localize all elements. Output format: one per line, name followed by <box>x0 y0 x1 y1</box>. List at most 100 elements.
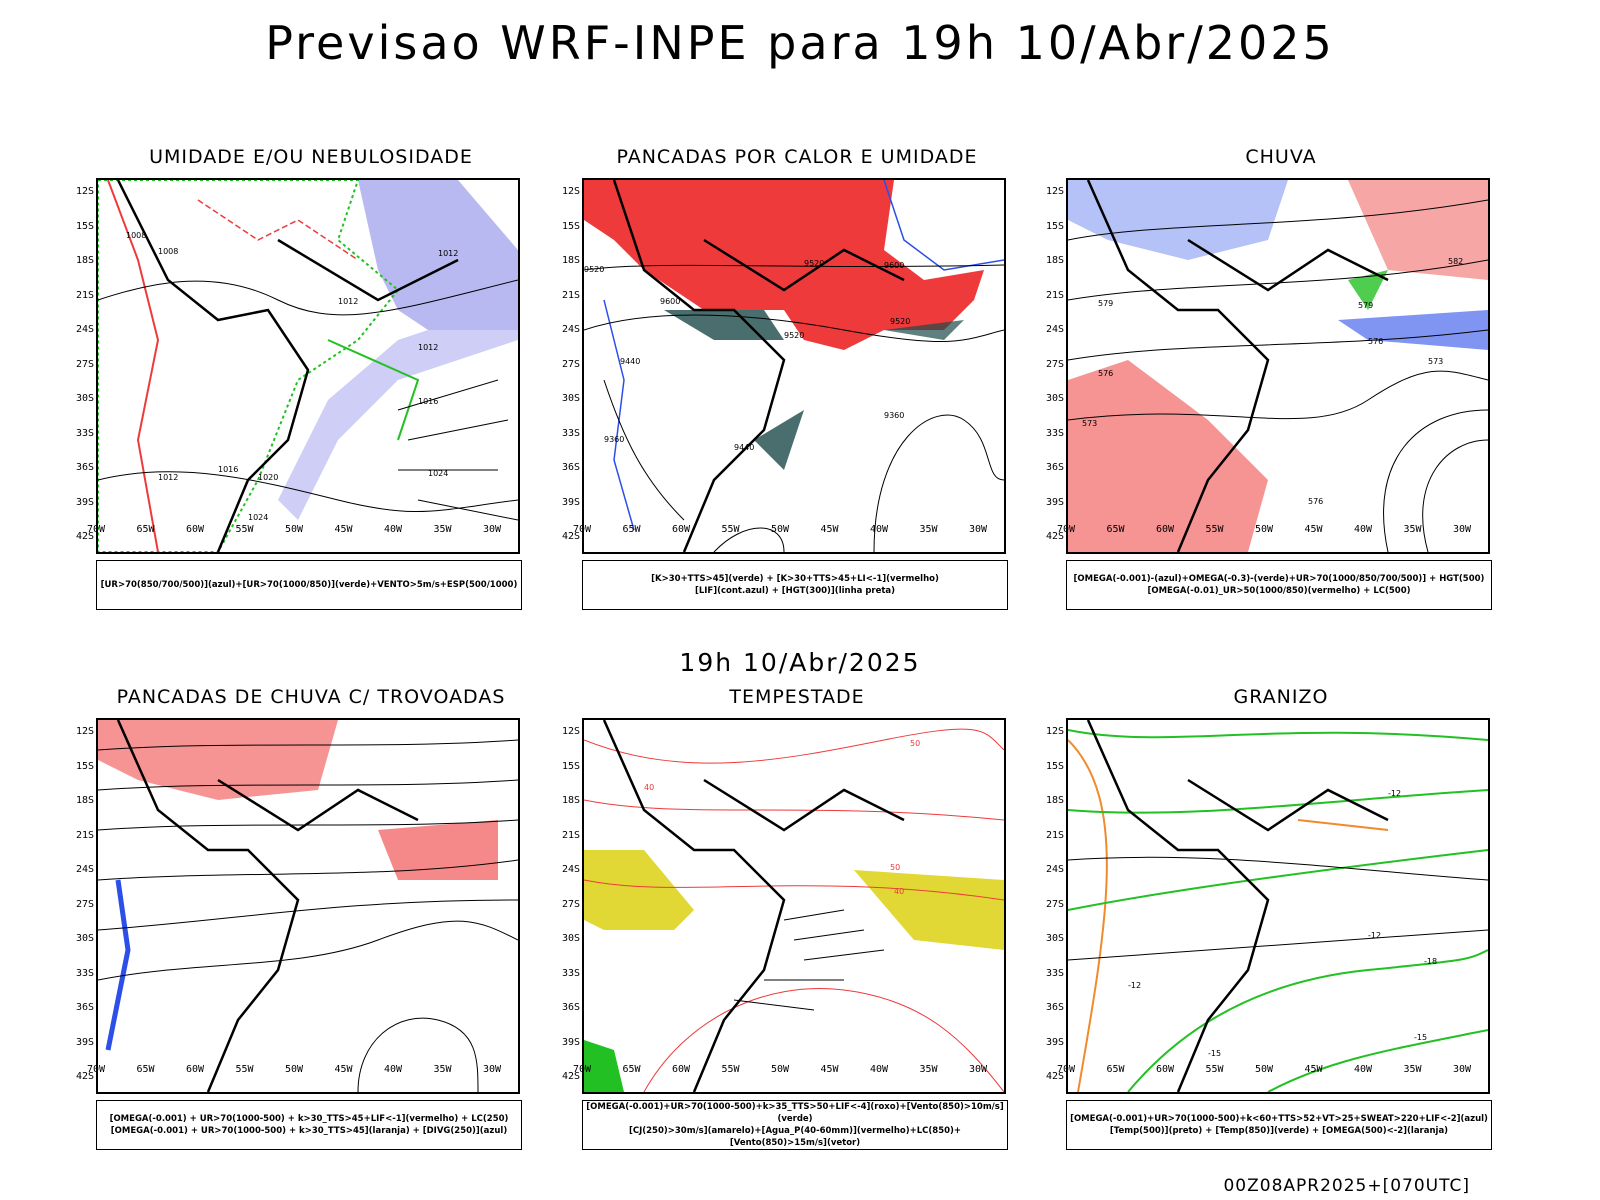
lat-tick-label: 42S <box>75 531 94 542</box>
lat-tick-label: 24S <box>75 864 94 875</box>
lat-tick-label: 12S <box>75 726 94 737</box>
lat-tick-label: 21S <box>75 829 94 841</box>
lon-tick-label: 65W <box>1106 524 1125 535</box>
legend-line: [OMEGA(-0.01)_UR>50(1000/850)(vermelho) … <box>1147 586 1411 596</box>
lat-tick-label: 27S <box>75 898 94 910</box>
lon-tick-label: 45W <box>1304 524 1323 535</box>
panel-legend: [OMEGA(-0.001)+UR>70(1000-500)+k<60+TTS>… <box>1066 1100 1492 1150</box>
lat-tick-label: 30S <box>1045 933 1064 944</box>
lon-tick-label: 65W <box>136 1064 155 1075</box>
contour-label: -12 <box>1388 789 1401 798</box>
contour-label: 576 <box>1308 497 1323 506</box>
panel-title: UMIDADE E/OU NEBULOSIDADE <box>149 146 473 168</box>
legend-line: [CJ(250)>30m/s](amarelo)+[Agua_P(40-60mm… <box>628 1126 962 1148</box>
lat-tick-label: 39S <box>561 1036 580 1048</box>
lon-tick-label: 30W <box>968 524 988 535</box>
lat-tick-label: 18S <box>561 255 580 266</box>
lon-tick-label: 30W <box>482 1064 502 1075</box>
lat-tick-label: 27S <box>1045 898 1064 910</box>
lat-tick-label: 42S <box>1045 531 1064 542</box>
run-timestamp: 00Z08APR2025+[070UTC] <box>1223 1176 1470 1196</box>
lon-tick-label: 35W <box>919 524 938 535</box>
lat-tick-label: 18S <box>75 795 94 806</box>
lon-tick-label: 40W <box>1353 524 1373 535</box>
lon-tick-label: 30W <box>1452 524 1472 535</box>
lat-tick-label: 39S <box>1045 1036 1064 1048</box>
lon-tick-label: 35W <box>1403 1064 1422 1075</box>
lon-tick-label: 65W <box>622 1064 641 1075</box>
contour-label: 1012 <box>338 297 358 306</box>
contour-label: 40 <box>644 783 654 792</box>
lat-tick-label: 42S <box>75 1071 94 1082</box>
legend-line: [OMEGA(-0.001)-(azul)+OMEGA(-0.3)-(verde… <box>1073 574 1485 584</box>
lon-tick-label: 50W <box>770 524 790 535</box>
contour-label: 1024 <box>428 469 448 478</box>
contour-label: 576 <box>1098 369 1113 378</box>
legend-line: [OMEGA(-0.001)+UR>70(1000-500)+k>35_TTS>… <box>586 1102 1004 1124</box>
legend-line: [OMEGA(-0.001)+UR>70(1000-500)+k<60+TTS>… <box>1070 1114 1488 1124</box>
contour-label: 9600 <box>884 261 904 270</box>
lat-tick-label: 15S <box>561 220 580 232</box>
contour-label: -12 <box>1368 931 1381 940</box>
lat-tick-label: 12S <box>1045 726 1064 737</box>
lon-tick-label: 45W <box>820 1064 839 1075</box>
contour-label: 9520 <box>784 331 804 340</box>
map-trovoadas <box>96 718 520 1094</box>
lat-tick-label: 33S <box>75 427 94 439</box>
lat-tick-label: 33S <box>1045 967 1064 979</box>
lat-tick-label: 27S <box>561 358 580 370</box>
lat-tick-label: 39S <box>75 496 94 508</box>
lat-tick-label: 27S <box>561 898 580 910</box>
lat-tick-label: 21S <box>561 829 580 841</box>
legend-line: [OMEGA(-0.001) + UR>70(1000-500) + k>30_… <box>110 1126 508 1136</box>
lat-tick-label: 30S <box>75 933 94 944</box>
legend-line: [K>30+TTS>45](verde) + [K>30+TTS>45+LI<-… <box>651 574 939 584</box>
panel-legend: [OMEGA(-0.001) + UR>70(1000-500) + k>30_… <box>96 1100 522 1150</box>
lat-tick-label: 30S <box>1045 393 1064 404</box>
panel-title: CHUVA <box>1245 146 1317 168</box>
contour-label: 1024 <box>248 513 268 522</box>
contour-label: 9600 <box>660 297 680 306</box>
lon-tick-label: 40W <box>383 524 403 535</box>
lon-tick-label: 50W <box>284 1064 304 1075</box>
lat-tick-label: 33S <box>561 967 580 979</box>
lon-tick-label: 70W <box>572 524 592 535</box>
map-umidade: 1008 1008 1012 1012 1012 1016 1020 1024 … <box>96 178 520 554</box>
lon-tick-label: 65W <box>136 524 155 535</box>
legend-line: [Temp(500)](preto) + [Temp(850)](verde) … <box>1109 1126 1449 1136</box>
lat-tick-label: 36S <box>1045 1002 1064 1013</box>
lon-tick-label: 50W <box>770 1064 790 1075</box>
lat-tick-label: 30S <box>75 393 94 404</box>
lon-tick-label: 30W <box>968 1064 988 1075</box>
lat-tick-label: 24S <box>561 324 580 335</box>
panel-legend: [OMEGA(-0.001)-(azul)+OMEGA(-0.3)-(verde… <box>1066 560 1492 610</box>
lon-tick-label: 30W <box>1452 1064 1472 1075</box>
lat-tick-label: 30S <box>561 393 580 404</box>
main-title: Previsao WRF-INPE para 19h 10/Abr/2025 <box>265 16 1335 70</box>
lon-tick-label: 45W <box>334 524 353 535</box>
lat-tick-label: 36S <box>75 462 94 473</box>
lat-tick-label: 24S <box>561 864 580 875</box>
lon-tick-label: 40W <box>1353 1064 1373 1075</box>
contour-label: 50 <box>890 863 900 872</box>
lat-tick-label: 21S <box>561 289 580 301</box>
lon-tick-label: 45W <box>820 524 839 535</box>
legend-line: [UR>70(850/700/500)](azul)+[UR>70(1000/8… <box>100 580 518 590</box>
map-granizo: -12 -15 -12 -15 -18 -12 <box>1066 718 1490 1094</box>
lat-tick-label: 36S <box>561 462 580 473</box>
lat-tick-label: 33S <box>75 967 94 979</box>
lat-tick-label: 36S <box>561 1002 580 1013</box>
lat-tick-label: 18S <box>561 795 580 806</box>
lon-tick-label: 55W <box>721 1064 740 1075</box>
lon-tick-label: 60W <box>185 1064 205 1075</box>
lon-tick-label: 35W <box>1403 524 1422 535</box>
lon-tick-label: 60W <box>1155 1064 1175 1075</box>
lat-tick-label: 12S <box>1045 186 1064 197</box>
lon-tick-label: 60W <box>671 1064 691 1075</box>
contour-label: 1020 <box>258 473 278 482</box>
lat-tick-label: 12S <box>561 726 580 737</box>
contour-label: 50 <box>910 739 920 748</box>
lon-tick-label: 55W <box>1205 1064 1224 1075</box>
lon-tick-label: 55W <box>721 524 740 535</box>
legend-line: [LIF](cont.azul) + [HGT(300)](linha pret… <box>694 586 896 596</box>
